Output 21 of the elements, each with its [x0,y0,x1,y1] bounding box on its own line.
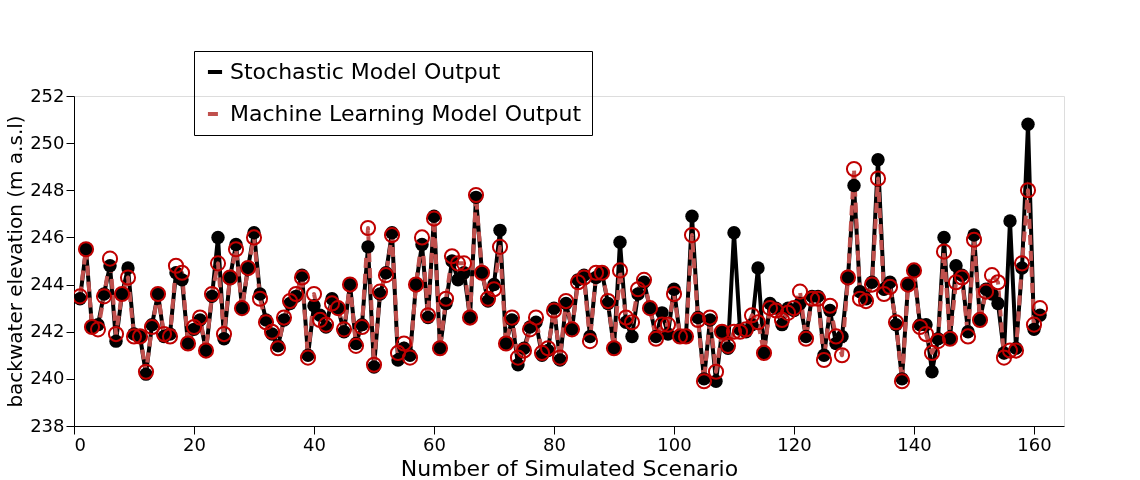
y-axis-title: backwater elevation (m a.s.l) [3,115,28,408]
y-tick-label: 244 [30,273,65,295]
x-tick-label: 20 [183,433,206,455]
y-tick-label: 240 [30,367,65,389]
y-tick-label: 252 [30,84,65,106]
legend-label: Stochastic Model Output [230,59,501,84]
y-tick-label: 238 [30,414,65,436]
x-tick-label: 160 [1017,433,1052,455]
x-tick-label: 120 [777,433,812,455]
y-tick-label: 242 [30,320,65,342]
legend-label: Machine Learning Model Output [230,101,582,126]
x-axis-title: Number of Simulated Scenario [400,455,739,480]
y-tick-label: 250 [30,131,65,153]
x-tick-label: 100 [657,433,692,455]
x-tick-label: 40 [303,433,326,455]
x-tick-label: 60 [423,433,446,455]
x-tick-label: 80 [543,433,566,455]
x-tick-label: 0 [74,433,86,455]
x-tick-label: 140 [897,433,932,455]
y-tick-label: 248 [30,178,65,200]
y-tick-label: 246 [30,225,65,247]
